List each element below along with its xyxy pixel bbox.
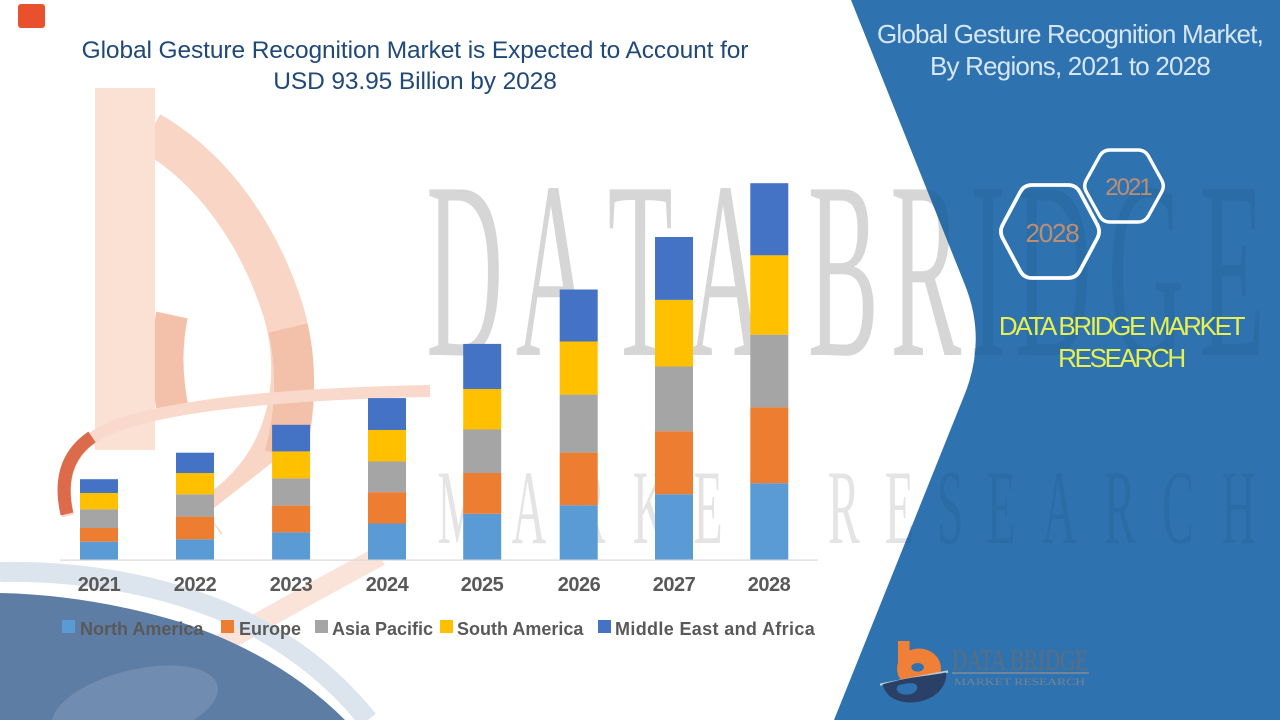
svg-text:I: I xyxy=(970,129,1005,409)
svg-text:G: G xyxy=(1108,129,1185,409)
svg-text:E: E xyxy=(1200,129,1265,409)
svg-text:A: A xyxy=(512,449,546,566)
svg-text:DATA BRIDGE: DATA BRIDGE xyxy=(952,644,1088,677)
svg-text:MARKET RESEARCH: MARKET RESEARCH xyxy=(954,678,1085,688)
svg-text:B: B xyxy=(808,129,879,409)
svg-text:E: E xyxy=(987,449,1016,566)
svg-text:E: E xyxy=(694,449,723,566)
svg-text:S: S xyxy=(937,449,964,566)
svg-text:R: R xyxy=(828,449,860,566)
svg-text:H: H xyxy=(1221,449,1255,566)
svg-text:A: A xyxy=(1042,449,1076,566)
svg-text:C: C xyxy=(1162,449,1194,566)
svg-text:R: R xyxy=(1104,449,1136,566)
